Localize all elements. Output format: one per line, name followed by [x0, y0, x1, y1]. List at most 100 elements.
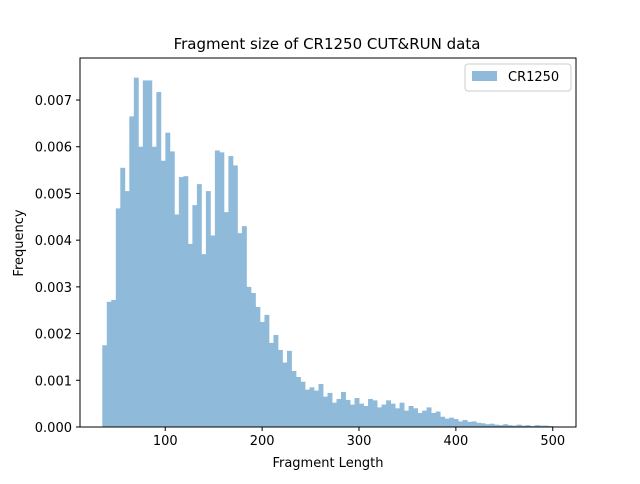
histogram-bar — [417, 412, 423, 427]
histogram-bar — [219, 152, 225, 427]
x-tick-label: 100 — [153, 434, 178, 449]
histogram-bar — [516, 424, 522, 427]
histogram-bar — [359, 403, 364, 427]
histogram-bar — [192, 205, 198, 427]
x-axis: 100 200 300 400 500 — [153, 427, 565, 449]
histogram-bar — [205, 191, 211, 427]
histogram-bar — [395, 408, 400, 427]
x-axis-label: Fragment Length — [272, 456, 383, 471]
y-tick-label: 0.002 — [35, 328, 72, 343]
histogram-bar — [512, 425, 518, 427]
histogram-bar — [165, 132, 171, 428]
histogram-bar — [494, 424, 500, 427]
histogram-bar — [341, 391, 346, 427]
histogram-bar — [458, 421, 464, 427]
legend: CR1250 — [464, 63, 572, 92]
legend-box — [464, 63, 572, 92]
histogram-bar — [350, 404, 355, 427]
histogram-bar — [138, 146, 144, 427]
chart-title: Fragment size of CR1250 CUT&RUN data — [174, 35, 481, 53]
histogram-bar — [422, 410, 428, 427]
histogram-bar — [390, 403, 396, 427]
bars-layer — [102, 77, 554, 428]
histogram-bar — [169, 151, 175, 428]
histogram-bar — [525, 425, 531, 427]
histogram-bar — [431, 412, 437, 427]
y-axis-label: Frequency — [12, 209, 27, 276]
histogram-bar — [381, 404, 387, 427]
y-tick-label: 0.001 — [35, 374, 72, 389]
histogram-bar — [241, 226, 247, 427]
y-tick-label: 0.003 — [35, 281, 72, 296]
histogram-bar — [467, 421, 473, 427]
histogram-bar — [377, 407, 382, 427]
histogram-bar — [268, 342, 274, 427]
histogram-bar — [160, 160, 166, 427]
histogram-bar — [250, 292, 256, 427]
histogram-bar — [273, 334, 279, 427]
histogram-bar — [503, 424, 509, 427]
histogram-bar — [462, 419, 468, 427]
y-tick-label: 0.004 — [35, 234, 72, 249]
histogram-bar — [264, 314, 270, 427]
plot-frame — [79, 57, 577, 428]
histogram-bar — [187, 243, 193, 427]
histogram-bar — [336, 398, 342, 427]
histogram-bar — [277, 349, 283, 427]
legend-swatch — [472, 71, 497, 81]
histogram-bar — [485, 424, 491, 427]
histogram-bar — [115, 208, 121, 427]
histogram-bar — [282, 362, 288, 427]
histogram-bar — [498, 425, 504, 427]
histogram-bar — [102, 345, 108, 427]
histogram-bar — [444, 418, 450, 427]
histogram-bar — [476, 422, 482, 427]
histogram-bar — [232, 165, 238, 427]
histogram-bar — [372, 400, 378, 427]
x-tick-label: 200 — [250, 434, 275, 449]
histogram-bar — [507, 425, 513, 427]
histogram-bar — [435, 411, 441, 427]
histogram-bar — [106, 301, 112, 427]
histogram-bar — [449, 417, 455, 427]
histogram-bar — [142, 80, 148, 428]
histogram-bar — [489, 423, 495, 427]
histogram-bar — [183, 176, 189, 427]
histogram-bar — [124, 191, 130, 427]
histogram-bar — [543, 425, 549, 427]
histogram-bar — [471, 421, 477, 427]
histogram-bar — [399, 402, 405, 427]
histogram-bar — [304, 389, 310, 427]
histogram-bar — [295, 377, 301, 427]
histogram-bar — [323, 396, 328, 427]
histogram-bar — [259, 321, 265, 427]
histogram-bar — [318, 384, 324, 427]
histogram-bar — [228, 156, 234, 427]
y-axis: 0.000 0.001 0.002 0.003 0.004 0.005 0.006 0.007 — [35, 94, 80, 436]
histogram-bar — [521, 425, 527, 427]
histogram-bar — [386, 400, 391, 427]
histogram-bar — [129, 116, 135, 427]
histogram-bar — [214, 150, 220, 428]
histogram-bar — [174, 214, 180, 427]
histogram-bar — [286, 350, 292, 427]
histogram-bar — [223, 212, 229, 427]
legend-label-cr1250: CR1250 — [508, 70, 559, 85]
histogram-bar — [354, 398, 360, 427]
x-tick-label: 500 — [540, 434, 565, 449]
histogram-bar — [309, 387, 315, 427]
histogram-bar — [201, 254, 207, 427]
histogram-bar — [426, 407, 432, 427]
x-tick-label: 300 — [347, 434, 372, 449]
histogram-bar — [255, 306, 261, 427]
histogram-bar — [480, 423, 486, 427]
histogram-bar — [147, 80, 153, 428]
histogram-bar — [210, 235, 216, 427]
histogram-bar — [237, 233, 243, 427]
histogram-bar — [368, 398, 373, 427]
histogram-bar — [151, 146, 157, 427]
y-tick-label: 0.007 — [35, 94, 72, 109]
histogram-bar — [120, 167, 126, 427]
histogram-bar — [404, 410, 409, 427]
